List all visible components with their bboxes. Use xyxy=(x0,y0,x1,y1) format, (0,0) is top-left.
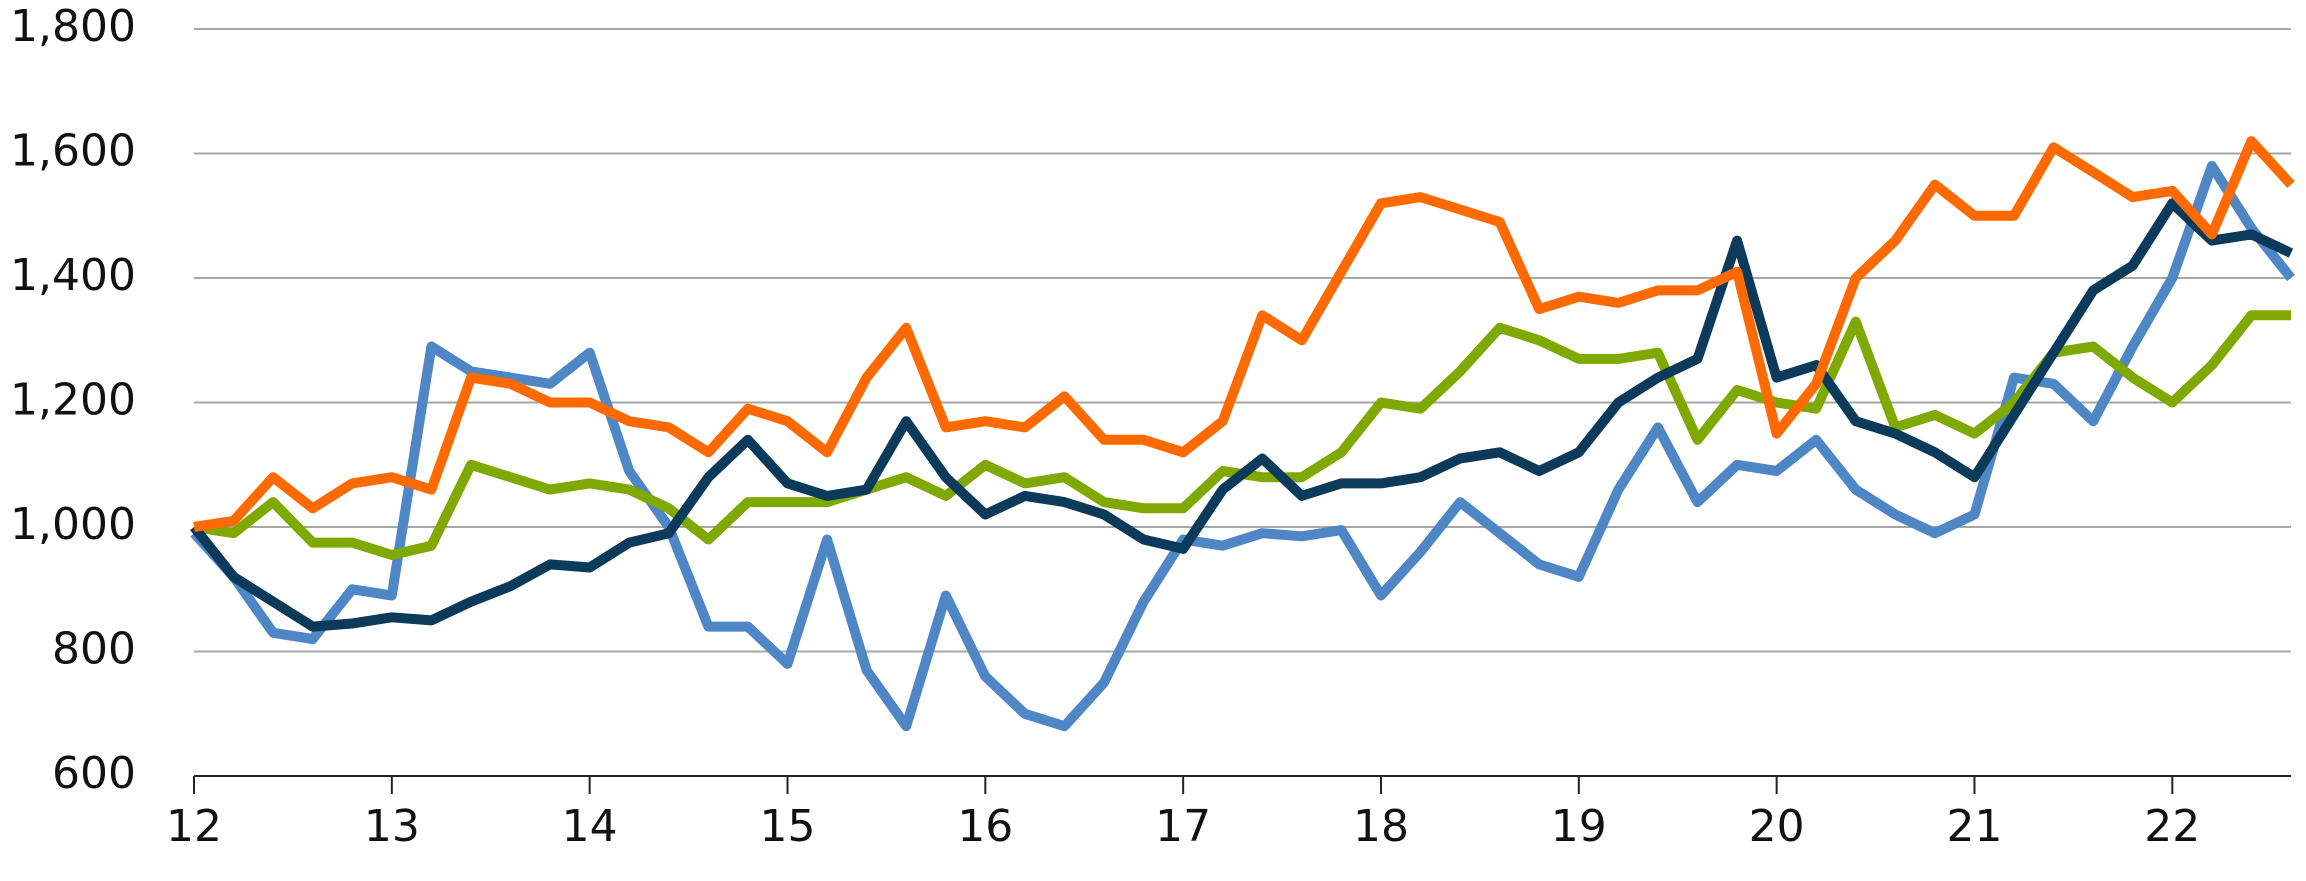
y-tick-label: 1,200 xyxy=(10,375,136,426)
x-tick-label: 17 xyxy=(1155,801,1211,852)
x-tick-label: 15 xyxy=(759,801,815,852)
series-line xyxy=(193,136,2295,532)
y-tick-label: 800 xyxy=(52,624,136,675)
y-tick-label: 1,000 xyxy=(10,499,136,550)
x-tick-label: 19 xyxy=(1551,801,1607,852)
x-tick-label: 21 xyxy=(1946,801,2002,852)
x-tick-label: 12 xyxy=(166,801,222,852)
x-tick-label: 20 xyxy=(1749,801,1805,852)
y-tick-label: 600 xyxy=(52,748,136,799)
y-tick-label: 1,600 xyxy=(10,126,136,177)
y-tick-label: 1,800 xyxy=(10,1,136,52)
series-line xyxy=(190,198,2294,632)
x-tick-label: 16 xyxy=(957,801,1013,852)
x-tick-label: 13 xyxy=(364,801,420,852)
y-tick-label: 1,400 xyxy=(10,250,136,301)
x-tick-label: 14 xyxy=(562,801,618,852)
x-tick-label: 22 xyxy=(2144,801,2200,852)
x-tick-label: 18 xyxy=(1353,801,1409,852)
series-line xyxy=(190,161,2295,732)
